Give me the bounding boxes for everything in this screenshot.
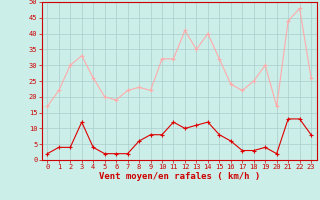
X-axis label: Vent moyen/en rafales ( km/h ): Vent moyen/en rafales ( km/h ) xyxy=(99,172,260,181)
